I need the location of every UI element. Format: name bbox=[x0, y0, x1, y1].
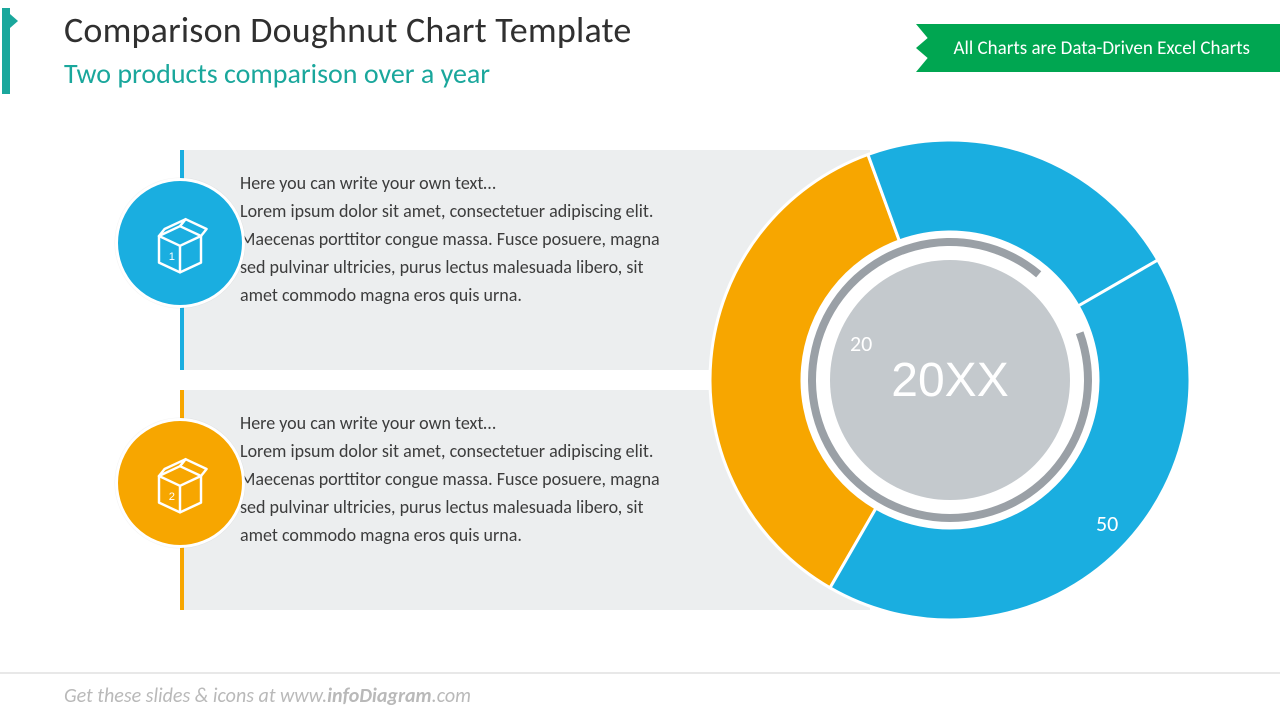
product-1-badge: 1 bbox=[115, 178, 245, 308]
page-title: Comparison Doughnut Chart Template bbox=[64, 8, 632, 52]
doughnut-chart: 20XX 20 50 bbox=[700, 130, 1200, 630]
box-icon: 2 bbox=[145, 448, 215, 518]
slide: Comparison Doughnut Chart Template Two p… bbox=[0, 0, 1280, 720]
ribbon-banner: All Charts are Data-Driven Excel Charts bbox=[916, 24, 1280, 72]
svg-text:20XX: 20XX bbox=[891, 354, 1008, 407]
footer-prefix: Get these slides & icons at www. bbox=[64, 684, 327, 708]
footer-divider bbox=[0, 672, 1280, 674]
product-2-badge: 2 bbox=[115, 418, 245, 548]
panel-1-text: Here you can write your own text… Lorem … bbox=[240, 170, 670, 309]
box-number-2: 2 bbox=[169, 491, 175, 503]
panel-2-text: Here you can write your own text… Lorem … bbox=[240, 410, 670, 549]
page-subtitle: Two products comparison over a year bbox=[64, 56, 490, 91]
footer-suffix: .com bbox=[432, 684, 471, 708]
segment-label-orange: 20 bbox=[850, 330, 872, 357]
ribbon-text: All Charts are Data-Driven Excel Charts bbox=[936, 24, 1280, 72]
box-number-1: 1 bbox=[169, 251, 175, 263]
left-accent bbox=[0, 8, 18, 94]
box-icon: 1 bbox=[145, 208, 215, 278]
footer-text: Get these slides & icons at www.infoDiag… bbox=[64, 684, 471, 708]
footer-brand: infoDiagram bbox=[327, 684, 432, 708]
segment-label-blue: 50 bbox=[1096, 510, 1118, 537]
